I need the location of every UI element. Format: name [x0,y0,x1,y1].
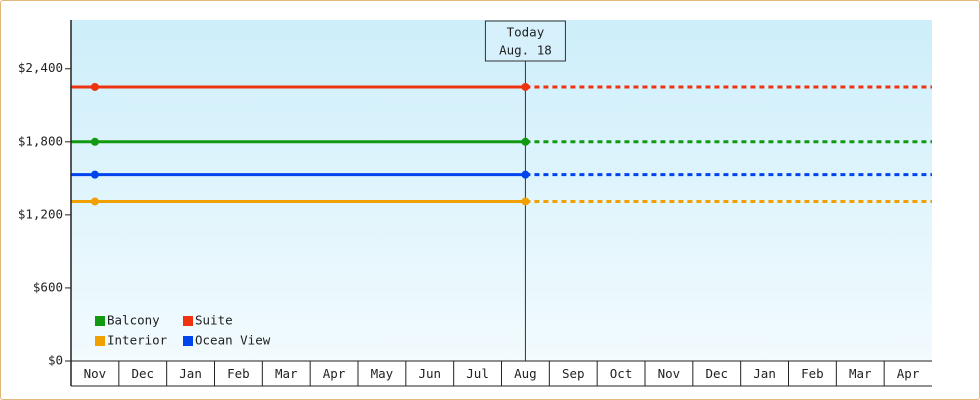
x-tick-label: Jul [466,366,489,381]
x-tick-label: Dec [705,366,728,381]
legend-swatch [95,316,105,326]
series-point [90,170,99,179]
today-title: Today [507,25,545,40]
series-point [90,82,99,91]
series-point [521,170,530,179]
series-point [90,137,99,146]
plot-area [71,20,932,361]
today-box [484,20,566,62]
x-tick-label: Feb [801,366,824,381]
x-tick-label: Dec [131,366,154,381]
series-point [90,197,99,206]
legend-label: Suite [195,313,233,328]
y-tick-label: $0 [48,353,63,368]
x-tick-label: Oct [610,366,633,381]
x-tick-label: Jan [179,366,202,381]
x-tick-label: Nov [84,366,107,381]
x-tick-label: Jan [753,366,776,381]
legend-swatch [95,336,105,346]
series-point [521,137,530,146]
y-tick-label: $1,800 [18,133,63,148]
y-tick-label: $600 [33,279,63,294]
x-tick-label: Aug [514,366,537,381]
x-tick-label: Nov [658,366,681,381]
legend-swatch [183,336,193,346]
legend-label: Balcony [107,313,160,328]
x-tick-label: Feb [227,366,250,381]
x-tick-label: Mar [849,366,872,381]
x-tick-label: Apr [897,366,920,381]
x-tick-label: Mar [275,366,298,381]
legend-label: Ocean View [195,333,271,348]
series-point [521,82,530,91]
today-date: Aug. 18 [499,43,552,58]
y-tick-label: $2,400 [18,60,63,75]
y-tick-label: $1,200 [18,206,63,221]
legend-label: Interior [107,333,168,348]
x-tick-label: Jun [418,366,441,381]
series-point [521,197,530,206]
x-tick-label: May [371,366,394,381]
x-tick-label: Apr [323,366,346,381]
legend-swatch [183,316,193,326]
x-tick-label: Sep [562,366,585,381]
